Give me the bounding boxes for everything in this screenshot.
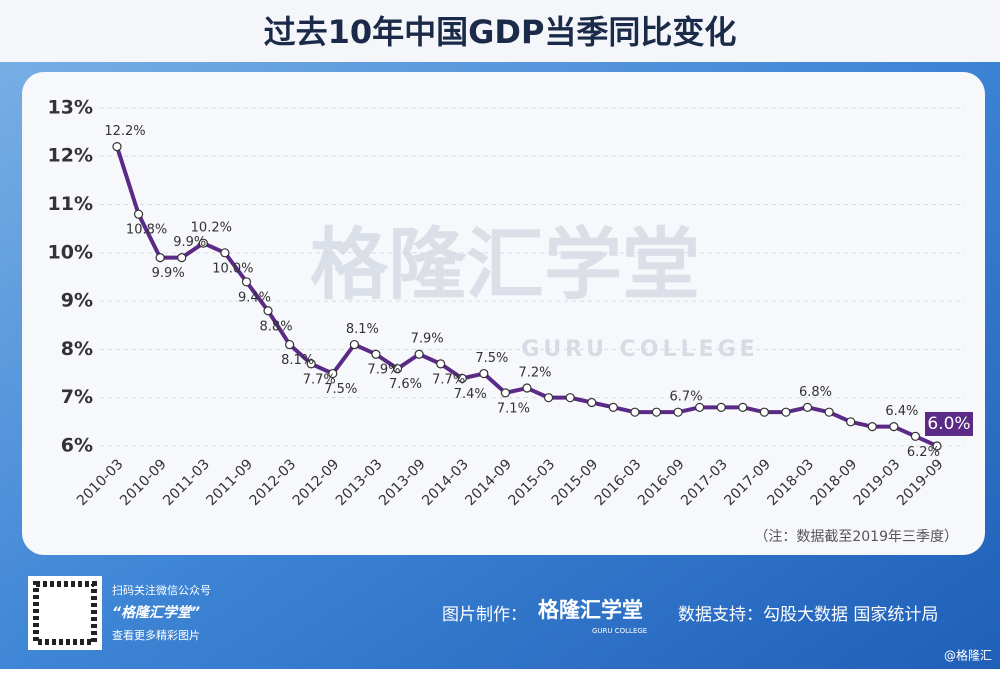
point bbox=[349, 339, 359, 350]
point bbox=[587, 397, 597, 408]
data-label: 7.9% bbox=[411, 332, 444, 347]
point bbox=[889, 422, 899, 432]
point bbox=[673, 407, 683, 417]
y-tick-label: 12% bbox=[48, 145, 93, 167]
brand-sub: GURU COLLEGE bbox=[592, 627, 647, 635]
y-tick-label: 6% bbox=[61, 434, 93, 456]
y-tick-label: 10% bbox=[48, 241, 93, 263]
qr-code bbox=[28, 576, 102, 650]
point bbox=[436, 359, 446, 369]
point bbox=[285, 339, 295, 350]
point bbox=[781, 407, 791, 417]
data-label: 7.9% bbox=[367, 363, 400, 378]
y-tick-label: 11% bbox=[48, 193, 93, 215]
credit: @格隆汇 bbox=[944, 648, 992, 663]
data-label: 12.2% bbox=[104, 124, 145, 139]
data-label: 9.9% bbox=[173, 235, 206, 250]
point bbox=[651, 407, 662, 417]
point bbox=[500, 388, 511, 398]
data-label: 8.8% bbox=[260, 319, 293, 334]
point bbox=[565, 393, 575, 403]
watermark: 格隆汇学堂 bbox=[310, 220, 700, 310]
data-label: 10.8% bbox=[126, 223, 167, 238]
qr-text: 查看更多精彩图片 bbox=[112, 628, 200, 642]
qr-text: 扫码关注微信公众号 bbox=[112, 583, 211, 597]
point bbox=[738, 402, 748, 412]
y-tick-label: 9% bbox=[61, 290, 93, 312]
point bbox=[263, 306, 273, 316]
chart-panel bbox=[22, 72, 985, 555]
data-label: 8.1% bbox=[346, 322, 379, 337]
data-label: 6.7% bbox=[670, 390, 703, 405]
data-label: 7.6% bbox=[389, 377, 422, 392]
qr-pattern bbox=[33, 581, 97, 645]
brand: 格隆汇学堂 bbox=[538, 598, 643, 622]
point bbox=[479, 368, 489, 379]
data-label: 7.1% bbox=[497, 401, 530, 416]
data-label: 8.1% bbox=[281, 353, 314, 368]
chart-title: 过去10年中国GDP当季同比变化 bbox=[264, 13, 737, 51]
point bbox=[802, 402, 813, 412]
point bbox=[328, 368, 338, 379]
point bbox=[932, 441, 942, 451]
point bbox=[846, 417, 856, 427]
data-label: 7.2% bbox=[518, 366, 551, 381]
point bbox=[543, 393, 554, 403]
point bbox=[198, 238, 208, 248]
point bbox=[695, 402, 705, 412]
point bbox=[371, 349, 381, 359]
data-label: 6.4% bbox=[885, 404, 918, 419]
point bbox=[155, 253, 165, 263]
point bbox=[112, 141, 122, 152]
title-band bbox=[0, 0, 1000, 62]
point bbox=[630, 407, 640, 417]
data-label: 7.5% bbox=[324, 382, 357, 397]
point bbox=[220, 248, 230, 258]
data-label: 7.4% bbox=[454, 387, 487, 402]
made-by: 图片制作： bbox=[442, 605, 527, 625]
point bbox=[716, 402, 726, 412]
point bbox=[457, 373, 467, 383]
source: 数据支持：勾股大数据 国家统计局 bbox=[678, 605, 938, 625]
point bbox=[133, 209, 144, 219]
point bbox=[306, 359, 316, 369]
data-label: 6.0% bbox=[927, 414, 970, 434]
data-label: 9.4% bbox=[238, 290, 271, 305]
data-label: 9.9% bbox=[152, 266, 185, 281]
data-label: 10.2% bbox=[191, 221, 232, 236]
point bbox=[910, 431, 921, 441]
point bbox=[759, 407, 769, 417]
data-label: 6.2% bbox=[907, 445, 940, 460]
qr-text: “格隆汇学堂” bbox=[112, 604, 200, 621]
point bbox=[177, 253, 187, 263]
y-tick-label: 13% bbox=[48, 96, 93, 118]
data-label: 10.0% bbox=[212, 261, 253, 276]
note: （注：数据截至2019年三季度） bbox=[754, 529, 958, 545]
data-label: 7.7% bbox=[303, 372, 336, 387]
data-label: 7.5% bbox=[475, 351, 508, 366]
point bbox=[824, 407, 834, 417]
data-label: 6.8% bbox=[799, 385, 832, 400]
point bbox=[522, 383, 532, 393]
point bbox=[414, 349, 424, 359]
highlight-box bbox=[925, 411, 973, 436]
point bbox=[392, 364, 403, 374]
point bbox=[867, 422, 877, 432]
y-tick-label: 7% bbox=[61, 386, 93, 408]
point bbox=[608, 402, 618, 412]
data-label: 7.7% bbox=[432, 372, 465, 387]
y-tick-label: 8% bbox=[61, 338, 93, 360]
point bbox=[241, 277, 252, 287]
